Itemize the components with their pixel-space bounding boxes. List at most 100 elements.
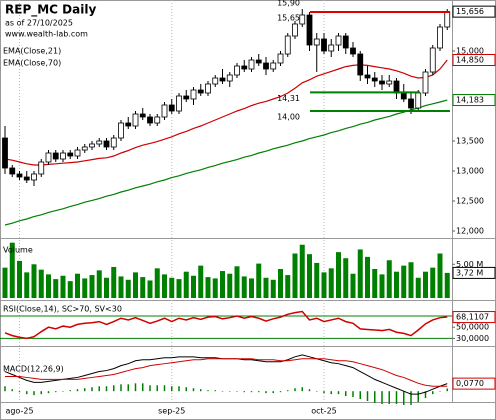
histogram-bar: [229, 391, 231, 392]
chart-title: REP_MC Daily: [5, 3, 96, 18]
candle-body: [234, 65, 240, 76]
histogram-bar: [221, 391, 224, 392]
histogram-bar: [91, 387, 93, 392]
candle-body: [197, 89, 204, 94]
y-tick-label: 15,000: [456, 47, 484, 56]
histogram-bar: [4, 386, 6, 392]
candle-body: [226, 74, 233, 82]
histogram-bar: [265, 391, 267, 394]
candle-body: [313, 38, 320, 46]
mark-layer: [0, 9, 452, 405]
source: www.wealth-lab.com: [5, 30, 88, 39]
x-tick-label: sep-25: [158, 407, 185, 416]
histogram-bar: [26, 391, 28, 395]
candle-body: [342, 35, 349, 49]
histogram-bar: [156, 385, 158, 392]
volume-bar: [256, 263, 262, 298]
volume-bar: [133, 272, 138, 298]
volume-bar: [67, 281, 73, 298]
candle-body: [38, 161, 45, 175]
candle-body: [147, 116, 153, 124]
volume-bar: [125, 279, 131, 298]
volume-bar: [415, 277, 421, 298]
candle-body: [408, 98, 414, 109]
x-tick-label: ago-25: [5, 407, 33, 416]
volume-bar: [386, 260, 392, 298]
histogram-bar: [214, 390, 216, 392]
histogram-bar: [69, 390, 71, 392]
volume-bar: [176, 279, 182, 298]
volume-bar: [285, 275, 291, 298]
annotation: 14,00: [277, 113, 300, 122]
value-box: [452, 266, 496, 279]
volume-bar: [104, 277, 109, 298]
volume-bar: [314, 262, 320, 298]
grid-layer: [19, 0, 455, 402]
candle-body: [292, 23, 298, 37]
volume-bar: [444, 272, 450, 298]
candle-body: [81, 146, 88, 151]
candle-body: [379, 80, 385, 85]
volume-bar: [89, 275, 95, 298]
y-tick-label: 12,000: [456, 227, 484, 236]
histogram-bar: [236, 391, 238, 392]
histogram-bar: [55, 391, 57, 393]
histogram-bar: [381, 391, 383, 404]
histogram-bar: [192, 388, 195, 392]
histogram-bar: [272, 391, 274, 394]
volume-bar: [263, 277, 269, 298]
value-box-label: 68,1107: [456, 313, 489, 322]
y-tick-label: 12,500: [456, 197, 484, 206]
volume-bar: [292, 253, 298, 298]
histogram-bar: [98, 386, 100, 392]
candle-body: [161, 104, 168, 118]
panel-title: MACD(12,26,9): [3, 365, 64, 374]
volume-bar: [430, 267, 436, 298]
value-box-label: 14,183: [456, 96, 484, 105]
candle-body: [364, 74, 371, 79]
candle-body: [190, 89, 197, 100]
candle-body: [277, 53, 284, 64]
volume-bar: [147, 280, 153, 298]
histogram-bar: [294, 388, 296, 392]
value-box: [452, 54, 496, 66]
candle-body: [270, 62, 277, 70]
volume-bar: [249, 278, 254, 298]
candle-body: [23, 176, 30, 181]
candle-body: [16, 173, 23, 178]
volume-bar: [328, 268, 334, 298]
histogram-bar: [352, 391, 354, 398]
histogram-bar: [127, 384, 129, 392]
candle-body: [299, 14, 306, 25]
candle-body: [205, 83, 211, 94]
value-box: [452, 94, 496, 107]
candle-body: [255, 59, 262, 64]
volume-bar: [336, 252, 341, 298]
histogram-bar: [120, 384, 122, 392]
histogram-bar: [200, 389, 202, 392]
histogram-bar: [178, 386, 180, 392]
candle-body: [183, 95, 190, 100]
volume-bar: [82, 278, 88, 298]
candle-body: [248, 59, 255, 70]
histogram-bar: [287, 390, 289, 392]
volume-bar: [60, 275, 66, 298]
histogram-bar: [410, 391, 412, 405]
histogram-bar: [337, 391, 340, 395]
y-tick-label: 30,0000: [456, 334, 489, 343]
volume-bar: [423, 271, 428, 298]
annotation: 14,31: [277, 94, 300, 103]
volume-bar: [372, 269, 378, 298]
histogram-bar: [308, 389, 311, 392]
volume-bar: [220, 271, 225, 298]
candle-body: [31, 173, 37, 181]
value-box: [452, 5, 496, 18]
histogram-bar: [84, 388, 86, 392]
candle-body: [386, 80, 393, 85]
subtitle: as of 27/10/2025: [5, 19, 73, 28]
volume-bar: [227, 273, 233, 298]
volume-bar: [9, 242, 15, 298]
candle-body: [52, 152, 59, 160]
volume-bar: [46, 274, 51, 298]
